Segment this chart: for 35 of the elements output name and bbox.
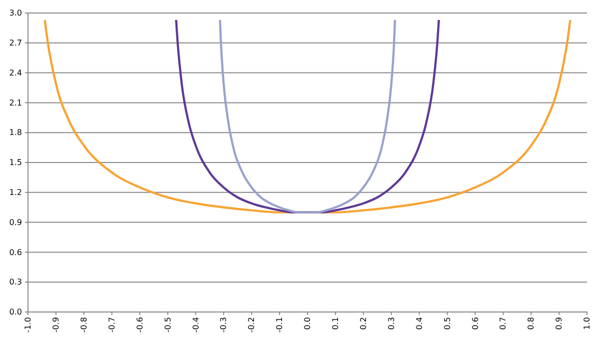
y-tick-label: 2.4 bbox=[9, 68, 22, 78]
x-tick-label: 0.6 bbox=[470, 317, 480, 330]
x-tick-label: -0.3 bbox=[219, 317, 228, 333]
y-tick-label: 1.2 bbox=[9, 188, 22, 197]
y-tick-label: 2.1 bbox=[9, 98, 22, 108]
line-series bbox=[44, 18, 572, 214]
y-tick-label: 1.5 bbox=[9, 158, 22, 168]
x-tick-label: 0.0 bbox=[303, 317, 312, 330]
x-tick-label: 0.7 bbox=[498, 317, 508, 330]
x-tick-label: 1.0 bbox=[582, 317, 592, 330]
x-tick-label: -0.7 bbox=[107, 317, 116, 333]
x-tick-label: -1.0 bbox=[24, 317, 33, 333]
x-tick-label: -0.5 bbox=[163, 317, 172, 333]
y-tick-label: 2.7 bbox=[9, 38, 22, 48]
x-tick-label: -0.2 bbox=[247, 317, 256, 333]
x-tick-label: 0.9 bbox=[554, 317, 564, 330]
x-tick-label: -0.6 bbox=[135, 317, 144, 333]
x-tick-label: 0.8 bbox=[526, 317, 536, 330]
line-series bbox=[218, 18, 396, 214]
y-tick-label: 0.9 bbox=[9, 218, 22, 227]
x-tick-label: -0.9 bbox=[52, 317, 61, 333]
x-tick-label: 0.4 bbox=[414, 317, 424, 330]
y-tick-label: 0.6 bbox=[9, 248, 22, 257]
x-tick-label: 0.3 bbox=[386, 317, 396, 330]
line-series bbox=[175, 18, 440, 214]
y-tick-label: 1.8 bbox=[9, 128, 22, 138]
y-tick-label: 0.3 bbox=[9, 278, 22, 287]
x-tick-label: -0.8 bbox=[79, 317, 88, 333]
y-tick-label: 3.0 bbox=[9, 8, 22, 18]
y-tick-label: 0.0 bbox=[9, 308, 22, 317]
x-tick-label: -0.4 bbox=[191, 317, 200, 333]
x-tick-label: 0.5 bbox=[442, 317, 452, 330]
x-tick-label: -0.1 bbox=[275, 317, 284, 333]
x-tick-label: 0.2 bbox=[358, 317, 368, 330]
x-tick-label: 0.1 bbox=[331, 317, 340, 330]
